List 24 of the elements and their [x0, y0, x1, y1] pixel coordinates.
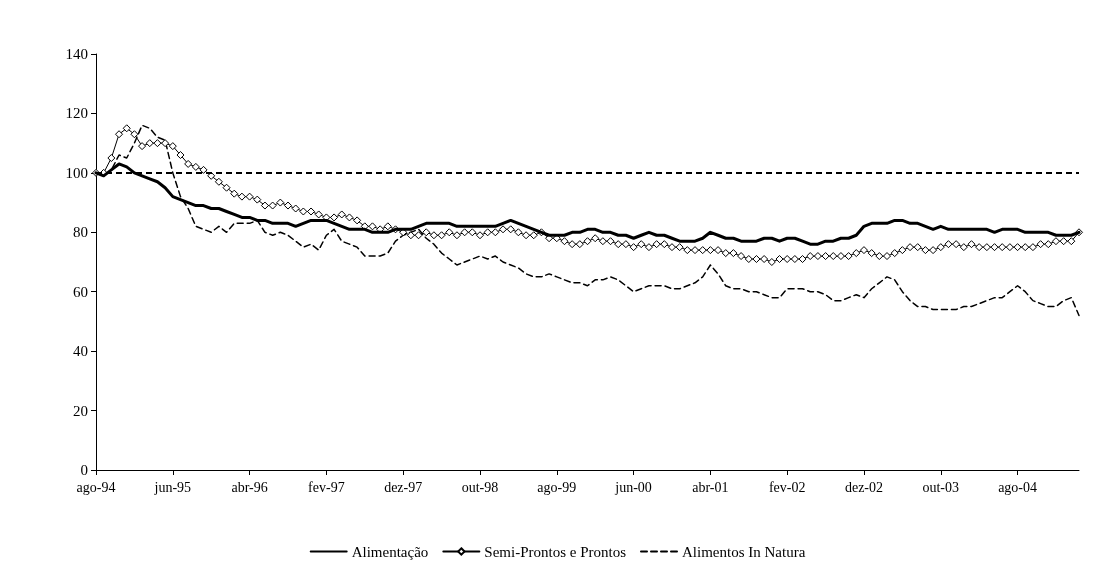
x-tick-label: dez-97: [384, 479, 423, 495]
x-tick-label: fev-97: [308, 479, 345, 495]
x-tick-label: dez-02: [844, 479, 884, 495]
y-tick-label: 140: [65, 46, 88, 62]
x-tick-label: abr-96: [231, 479, 268, 495]
legend-label: Alimentos In Natura: [682, 543, 806, 560]
x-tick-label: jun-95: [153, 479, 192, 495]
y-tick-label: 80: [73, 224, 88, 241]
x-tick-label: ago-94: [76, 479, 116, 495]
legend-label: Semi-Prontos e Prontos: [484, 543, 627, 560]
x-tick-label: out-03: [922, 479, 960, 495]
x-tick-label: abr-01: [692, 479, 729, 495]
x-tick-label: out-98: [461, 479, 499, 495]
legend-label: Alimentação: [351, 543, 429, 560]
x-tick-label: ago-04: [998, 479, 1038, 495]
x-tick-label: jun-00: [614, 479, 652, 495]
y-tick-label: 20: [73, 402, 88, 419]
x-tick-label: ago-99: [537, 479, 577, 495]
x-tick-label: fev-02: [768, 479, 806, 495]
y-tick-label: 40: [73, 343, 88, 360]
y-tick-label: 100: [65, 164, 88, 181]
y-tick-label: 60: [73, 283, 88, 300]
y-tick-label: 0: [80, 462, 88, 478]
y-tick-label: 120: [65, 105, 88, 122]
